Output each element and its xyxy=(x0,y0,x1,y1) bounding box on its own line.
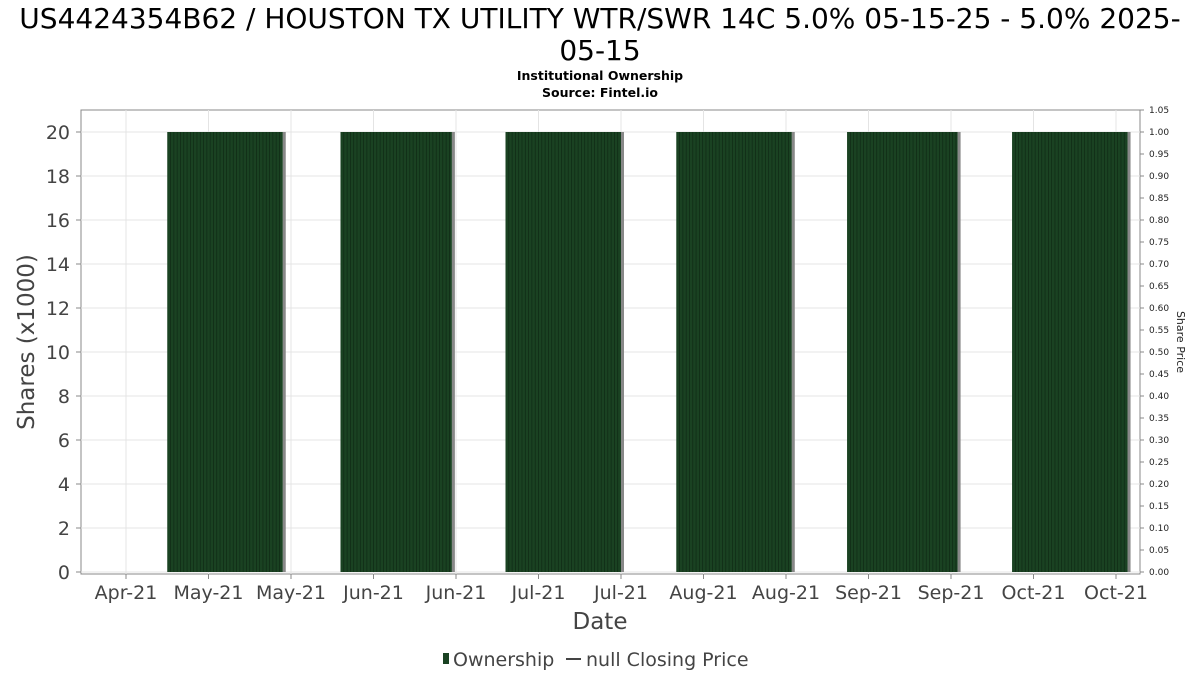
y2-tick-label: 0.60 xyxy=(1149,304,1169,314)
y-tick-label: 0 xyxy=(58,562,70,584)
y2-tick-label: 0.30 xyxy=(1149,436,1169,446)
ownership-bar-block xyxy=(167,132,286,572)
y-axis-left: 0 2 4 6 8 10 12 14 16 18 20 xyxy=(46,122,81,584)
y2-tick-label: 0.15 xyxy=(1149,502,1169,512)
y-tick-label: 8 xyxy=(58,386,70,408)
y-tick-label: 18 xyxy=(46,166,70,188)
chart-title-line-2: 05-15 xyxy=(559,34,640,67)
x-tick-label: Jun-21 xyxy=(425,582,487,604)
ownership-bar-block xyxy=(505,132,624,572)
y-tick-label: 10 xyxy=(46,342,70,364)
x-tick-label: Jul-21 xyxy=(511,582,566,604)
y2-tick-label: 0.55 xyxy=(1149,326,1169,336)
y2-tick-label: 0.50 xyxy=(1149,348,1169,358)
ownership-bars xyxy=(167,132,1131,572)
chart-source: Source: Fintel.io xyxy=(542,85,658,100)
y-axis-right: 0.00 0.05 0.10 0.15 0.20 0.25 0.30 0.35 0.40 0.45… xyxy=(1140,106,1169,578)
legend-label-closing-price: null Closing Price xyxy=(586,649,749,671)
y-axis-label: Shares (x1000) xyxy=(14,254,40,430)
y2-axis-label: Share Price xyxy=(1174,311,1187,373)
y2-tick-label: 0.35 xyxy=(1149,414,1169,424)
ownership-bar-shadow xyxy=(791,132,795,572)
x-tick-label: Apr-21 xyxy=(95,582,158,604)
x-axis-label: Date xyxy=(573,609,628,635)
y2-tick-label: 0.45 xyxy=(1149,370,1169,380)
y-tick-label: 4 xyxy=(58,474,70,496)
ownership-bar xyxy=(167,132,283,572)
x-axis: Apr-21 May-21 May-21 Jun-21 Jun-21 Jul-21 Jul-… xyxy=(95,574,1148,604)
y2-tick-label: 0.70 xyxy=(1149,260,1169,270)
ownership-bar-block xyxy=(1012,132,1131,572)
x-tick-label: Aug-21 xyxy=(752,582,820,604)
chart-title-line-1: US4424354B62 / HOUSTON TX UTILITY WTR/SW… xyxy=(19,2,1180,35)
ownership-bar-shadow xyxy=(621,132,624,572)
y2-tick-label: 0.85 xyxy=(1149,194,1169,204)
y-tick-label: 20 xyxy=(46,122,70,144)
ownership-bar-block xyxy=(676,132,795,572)
ownership-bar-shadow xyxy=(1127,132,1131,572)
x-tick-label: Aug-21 xyxy=(669,582,737,604)
y2-tick-label: 1.00 xyxy=(1149,128,1169,138)
y-tick-label: 2 xyxy=(58,518,70,540)
y-tick-label: 12 xyxy=(46,298,70,320)
ownership-bar xyxy=(505,132,621,572)
ownership-bar xyxy=(1012,132,1128,572)
x-tick-label: Oct-21 xyxy=(1084,582,1148,604)
ownership-bar-shadow xyxy=(957,132,961,572)
y2-tick-label: 0.10 xyxy=(1149,524,1169,534)
y2-tick-label: 0.05 xyxy=(1149,546,1169,556)
ownership-bar-block xyxy=(847,132,961,572)
y2-tick-label: 0.65 xyxy=(1149,282,1169,292)
y2-tick-label: 0.95 xyxy=(1149,150,1169,160)
chart-subtitle: Institutional Ownership xyxy=(517,68,683,83)
ownership-bar-shadow xyxy=(282,132,286,572)
ownership-bar xyxy=(676,132,792,572)
legend-label-ownership: Ownership xyxy=(453,649,554,671)
x-tick-label: Jul-21 xyxy=(593,582,648,604)
y-tick-label: 6 xyxy=(58,430,70,452)
x-tick-label: Jun-21 xyxy=(342,582,404,604)
ownership-bar xyxy=(340,132,452,572)
y2-tick-label: 0.40 xyxy=(1149,392,1169,402)
ownership-bar-shadow xyxy=(451,132,455,572)
legend: Ownership null Closing Price xyxy=(443,649,749,671)
x-tick-label: Sep-21 xyxy=(835,582,902,604)
y2-tick-label: 0.90 xyxy=(1149,172,1169,182)
legend-swatch-ownership xyxy=(443,653,449,664)
x-tick-label: Oct-21 xyxy=(1002,582,1066,604)
x-tick-label: May-21 xyxy=(256,582,326,604)
y-tick-label: 16 xyxy=(46,210,70,232)
y2-tick-label: 0.20 xyxy=(1149,480,1169,490)
y2-tick-label: 0.80 xyxy=(1149,216,1169,226)
y2-tick-label: 0.00 xyxy=(1149,568,1169,578)
y-tick-label: 14 xyxy=(46,254,70,276)
x-tick-label: Sep-21 xyxy=(918,582,985,604)
y2-tick-label: 0.25 xyxy=(1149,458,1169,468)
y2-tick-label: 0.75 xyxy=(1149,238,1169,248)
y2-tick-label: 1.05 xyxy=(1149,106,1169,116)
x-tick-label: May-21 xyxy=(174,582,244,604)
ownership-bar-block xyxy=(340,132,455,572)
